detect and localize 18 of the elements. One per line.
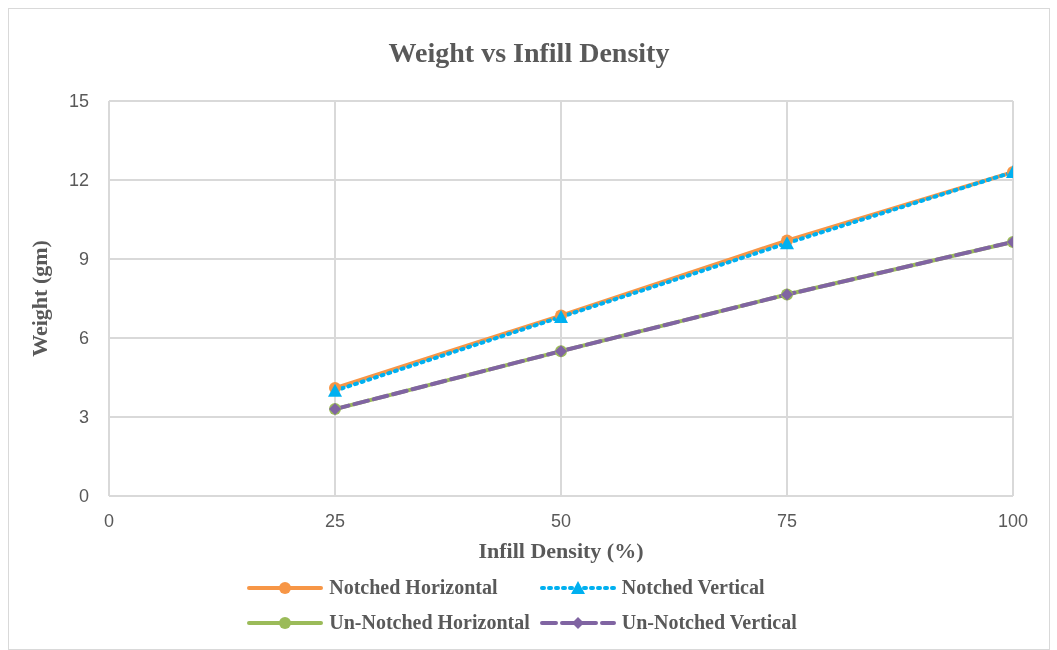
- x-tick-label: 0: [103, 510, 115, 531]
- legend-label: Un-Notched Horizontal: [329, 611, 530, 634]
- x-axis-title: Infill Density (%): [478, 538, 644, 563]
- legend-label: Notched Horizontal: [329, 576, 498, 599]
- y-tick-label: 9: [78, 249, 89, 270]
- legend-label: Un-Notched Vertical: [621, 611, 797, 634]
- y-axis-title: Weight (gm): [26, 240, 52, 357]
- chart-title: Weight vs Infill Density: [387, 37, 671, 69]
- y-tick-label: 0: [78, 486, 89, 507]
- legend-label: Notched Vertical: [621, 576, 765, 599]
- x-tick-label: 25: [324, 510, 346, 531]
- x-tick-label: 75: [776, 510, 798, 531]
- x-tick-label: 50: [550, 510, 572, 531]
- y-tick-label: 6: [78, 328, 89, 349]
- y-tick-label: 12: [68, 170, 89, 191]
- x-tick-label: 100: [997, 510, 1029, 531]
- y-tick-label: 3: [78, 407, 89, 428]
- y-tick-label: 15: [68, 91, 89, 112]
